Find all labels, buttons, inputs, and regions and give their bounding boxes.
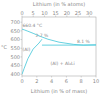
y-tick bbox=[21, 74, 23, 75]
x-tick-label: 2 bbox=[35, 78, 38, 84]
plot-frame bbox=[22, 17, 96, 76]
y-tick-label: 650 bbox=[10, 28, 20, 34]
y-tick-label: 500 bbox=[10, 54, 20, 60]
y-axis-label: °C bbox=[1, 44, 8, 50]
x-axis-label: Lithium (in % of mass) bbox=[31, 88, 87, 94]
y-tick-label: 400 bbox=[10, 71, 20, 77]
x2-tick bbox=[78, 16, 79, 18]
x2-axis-label: Lithium (in % atoms) bbox=[33, 1, 85, 7]
y-tick bbox=[21, 56, 23, 57]
x2-tick-label: 20 bbox=[64, 10, 70, 16]
line-series bbox=[22, 39, 42, 74]
x2-tick bbox=[44, 16, 45, 18]
y-tick-label: 550 bbox=[10, 45, 20, 51]
x-tick-label: 6 bbox=[65, 78, 68, 84]
x2-tick bbox=[22, 16, 23, 18]
annotation: 8.1 % bbox=[77, 39, 91, 44]
x-tick-label: 0 bbox=[20, 78, 23, 84]
chart: 4004505005506006507000246810051015202530… bbox=[0, 0, 100, 96]
line-series bbox=[22, 29, 96, 45]
y-tick bbox=[21, 65, 23, 66]
x2-tick-label: 25 bbox=[75, 10, 81, 16]
x2-tick bbox=[66, 16, 67, 18]
x2-tick-label: 0 bbox=[20, 10, 23, 16]
x2-tick-label: 10 bbox=[41, 10, 47, 16]
y-tick bbox=[21, 30, 23, 31]
y-tick bbox=[21, 39, 23, 40]
x2-tick-label: 15 bbox=[52, 10, 58, 16]
annotation: (Al) + Al₂Li bbox=[51, 61, 75, 66]
annotation: (Al) bbox=[23, 47, 31, 52]
x2-tick-label: 30 bbox=[86, 10, 92, 16]
x2-tick bbox=[33, 16, 34, 18]
x2-tick-label: 5 bbox=[32, 10, 35, 16]
y-tick-label: 700 bbox=[10, 19, 20, 25]
line-series bbox=[42, 45, 96, 46]
plot-area bbox=[22, 29, 96, 74]
x2-tick bbox=[89, 16, 90, 18]
y-tick-label: 450 bbox=[10, 62, 20, 68]
x-tick-label: 4 bbox=[50, 78, 53, 84]
x-tick-label: 10 bbox=[93, 78, 99, 84]
annotation: 660.4 °C bbox=[23, 23, 43, 28]
y-tick-label: 600 bbox=[10, 36, 20, 42]
x-tick-label: 8 bbox=[80, 78, 83, 84]
annotation: 2.7 % bbox=[36, 33, 50, 38]
x2-tick bbox=[55, 16, 56, 18]
